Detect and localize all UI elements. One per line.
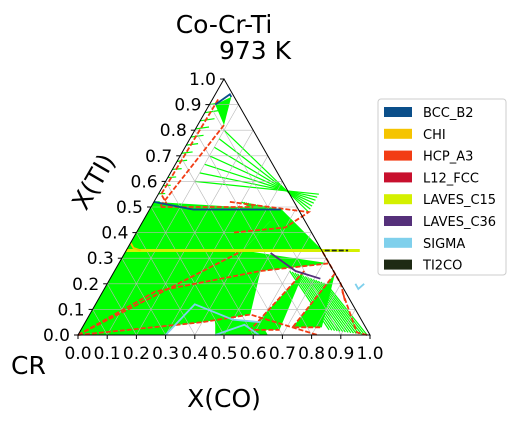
y-tick-labels: 0.0 0.1 0.2 0.3 0.4 0.5 0.6 0.7 0.8 0.9 1.0 <box>43 70 224 346</box>
grid-line-cr <box>179 155 283 336</box>
phase-boundary-layer <box>77 93 368 336</box>
legend: BCC_B2 CHI HCP_A3 L12_FCC LAVES_C15 LAVES_C36… <box>377 98 507 276</box>
x-tick-label: 0.3 <box>152 344 179 364</box>
legend-label-sigma: SIGMA <box>423 237 465 252</box>
x-tick-label: 0.7 <box>269 344 296 364</box>
tie-line-co-corner <box>304 276 346 333</box>
tie-line-ti-edge <box>195 126 210 130</box>
legend-label-ti2co: TI2CO <box>422 259 462 274</box>
grid-line-co <box>282 258 327 336</box>
tie-region-cr-lower <box>78 250 243 335</box>
tie-line-co-corner <box>307 277 349 333</box>
tie-region-sigma-left <box>78 304 203 335</box>
tie-line-upper-spread <box>213 146 313 207</box>
phase-boundary-chi <box>129 242 142 252</box>
tie-line-co-corner <box>310 277 352 334</box>
tie-line-co-corner <box>323 282 365 336</box>
legend-swatch-hcp-a3 <box>384 150 412 161</box>
y-tick-label: 0.5 <box>116 198 143 218</box>
phase-boundary-hcp-a3 <box>290 273 336 329</box>
legend-box <box>377 98 507 276</box>
legend-label-chi: CHI <box>423 128 446 143</box>
y-tick-label: 0.2 <box>72 275 99 295</box>
y-tick-label: 0.8 <box>160 121 187 141</box>
y-tick-label: 0.9 <box>174 96 201 116</box>
tie-line-co-corner <box>294 272 336 331</box>
phase-boundary-hcp-a3 <box>229 200 312 234</box>
y-tick-label: 0.3 <box>87 249 114 269</box>
legend-label-hcp-a3: HCP_A3 <box>423 150 473 165</box>
x-tick-label: 0.4 <box>181 344 208 364</box>
phase-boundary-hcp-a3 <box>77 313 318 336</box>
x-tick-label: 1.0 <box>356 344 383 364</box>
legend-swatch-laves-c15 <box>384 194 412 205</box>
legend-swatch-ti2co <box>384 259 412 270</box>
phase-boundary-laves-c36 <box>270 252 321 280</box>
x-tick-label: 0.2 <box>123 344 150 364</box>
grid-line-cr <box>194 130 312 336</box>
legend-label-l12-fcc: L12_FCC <box>423 171 479 186</box>
phase-boundary-bcc-b2 <box>153 200 281 211</box>
tie-line-co-corner <box>315 279 357 334</box>
legend-swatch-l12-fcc <box>384 172 412 183</box>
phase-boundary-hcp-a3 <box>77 249 347 336</box>
tie-region-ti-corner <box>215 96 232 126</box>
y-tick-label: 0.0 <box>43 326 70 346</box>
chart-title: Co-Cr-Ti <box>176 10 273 39</box>
tie-line-ti-edge <box>181 151 193 154</box>
grid-line-co <box>340 309 356 336</box>
tie-line-upper-spread <box>209 155 315 204</box>
tie-line-co-corner <box>289 270 330 331</box>
x-tick-label: 0.8 <box>298 344 325 364</box>
x-tick-label: 0.1 <box>94 344 121 364</box>
phase-boundary-sigma <box>354 283 365 291</box>
legend-swatch-bcc-b2 <box>384 107 412 117</box>
phase-boundary-hcp-a3 <box>77 262 330 336</box>
y-tick-label: 0.4 <box>101 224 128 244</box>
tie-line-co-corner <box>291 271 333 331</box>
x-tick-labels: 0.0 0.1 0.2 0.3 0.4 0.5 0.6 0.7 0.8 0.9 1.0 <box>64 335 384 364</box>
x-tick-label: 0.0 <box>64 344 91 364</box>
grid-line-co <box>106 104 239 336</box>
grid-line-cr <box>150 206 225 336</box>
x-tick-label: 0.9 <box>327 344 354 364</box>
tie-line-co-corner <box>317 280 360 335</box>
chart-subtitle: 973 K <box>219 36 292 65</box>
legend-swatch-chi <box>384 128 412 139</box>
phase-boundary-hcp-a3 <box>160 99 219 205</box>
grid-line-cr <box>121 258 166 336</box>
legend-label-laves-c36: LAVES_C36 <box>423 215 496 230</box>
y-tick-label: 0.7 <box>145 147 172 167</box>
x-tick-label: 0.5 <box>210 344 237 364</box>
tie-line-upper-spread <box>199 172 318 198</box>
phase-boundary-bcc-b2 <box>214 93 233 106</box>
tie-region-ti-middle <box>126 201 281 251</box>
tie-line-upper-spread <box>218 138 311 210</box>
corner-label-cr: CR <box>11 351 46 380</box>
tie-line-ti-edge <box>190 134 204 138</box>
phase-boundary-hcp-a3 <box>341 291 368 336</box>
grid-line-co <box>165 155 269 336</box>
phase-boundary-sigma <box>164 303 261 336</box>
tie-line-upper-spread <box>223 129 310 213</box>
tie-line-upper-spread <box>204 163 316 201</box>
y-axis-label: X(TI) <box>66 149 121 215</box>
tie-line-ti-edge <box>200 118 215 122</box>
y-tick-label: 1.0 <box>189 70 216 90</box>
legend-label-bcc-b2: BCC_B2 <box>423 106 474 121</box>
tie-line-co-corner <box>297 273 338 332</box>
legend-label-laves-c15: LAVES_C15 <box>423 193 496 208</box>
legend-swatch-sigma <box>384 237 412 248</box>
legend-swatch-laves-c36 <box>384 216 412 226</box>
y-tick-label: 0.1 <box>58 300 85 320</box>
x-axis-label: X(CO) <box>187 384 261 413</box>
x-tick-label: 0.6 <box>240 344 267 364</box>
phase-boundary-sigma <box>214 323 260 336</box>
tie-line-ti-fan <box>280 209 323 251</box>
grid-line-cr <box>209 104 342 336</box>
y-tick-label: 0.6 <box>131 172 158 192</box>
tie-line-ti-edge <box>167 176 177 179</box>
tie-line-ti-edge <box>204 109 221 114</box>
